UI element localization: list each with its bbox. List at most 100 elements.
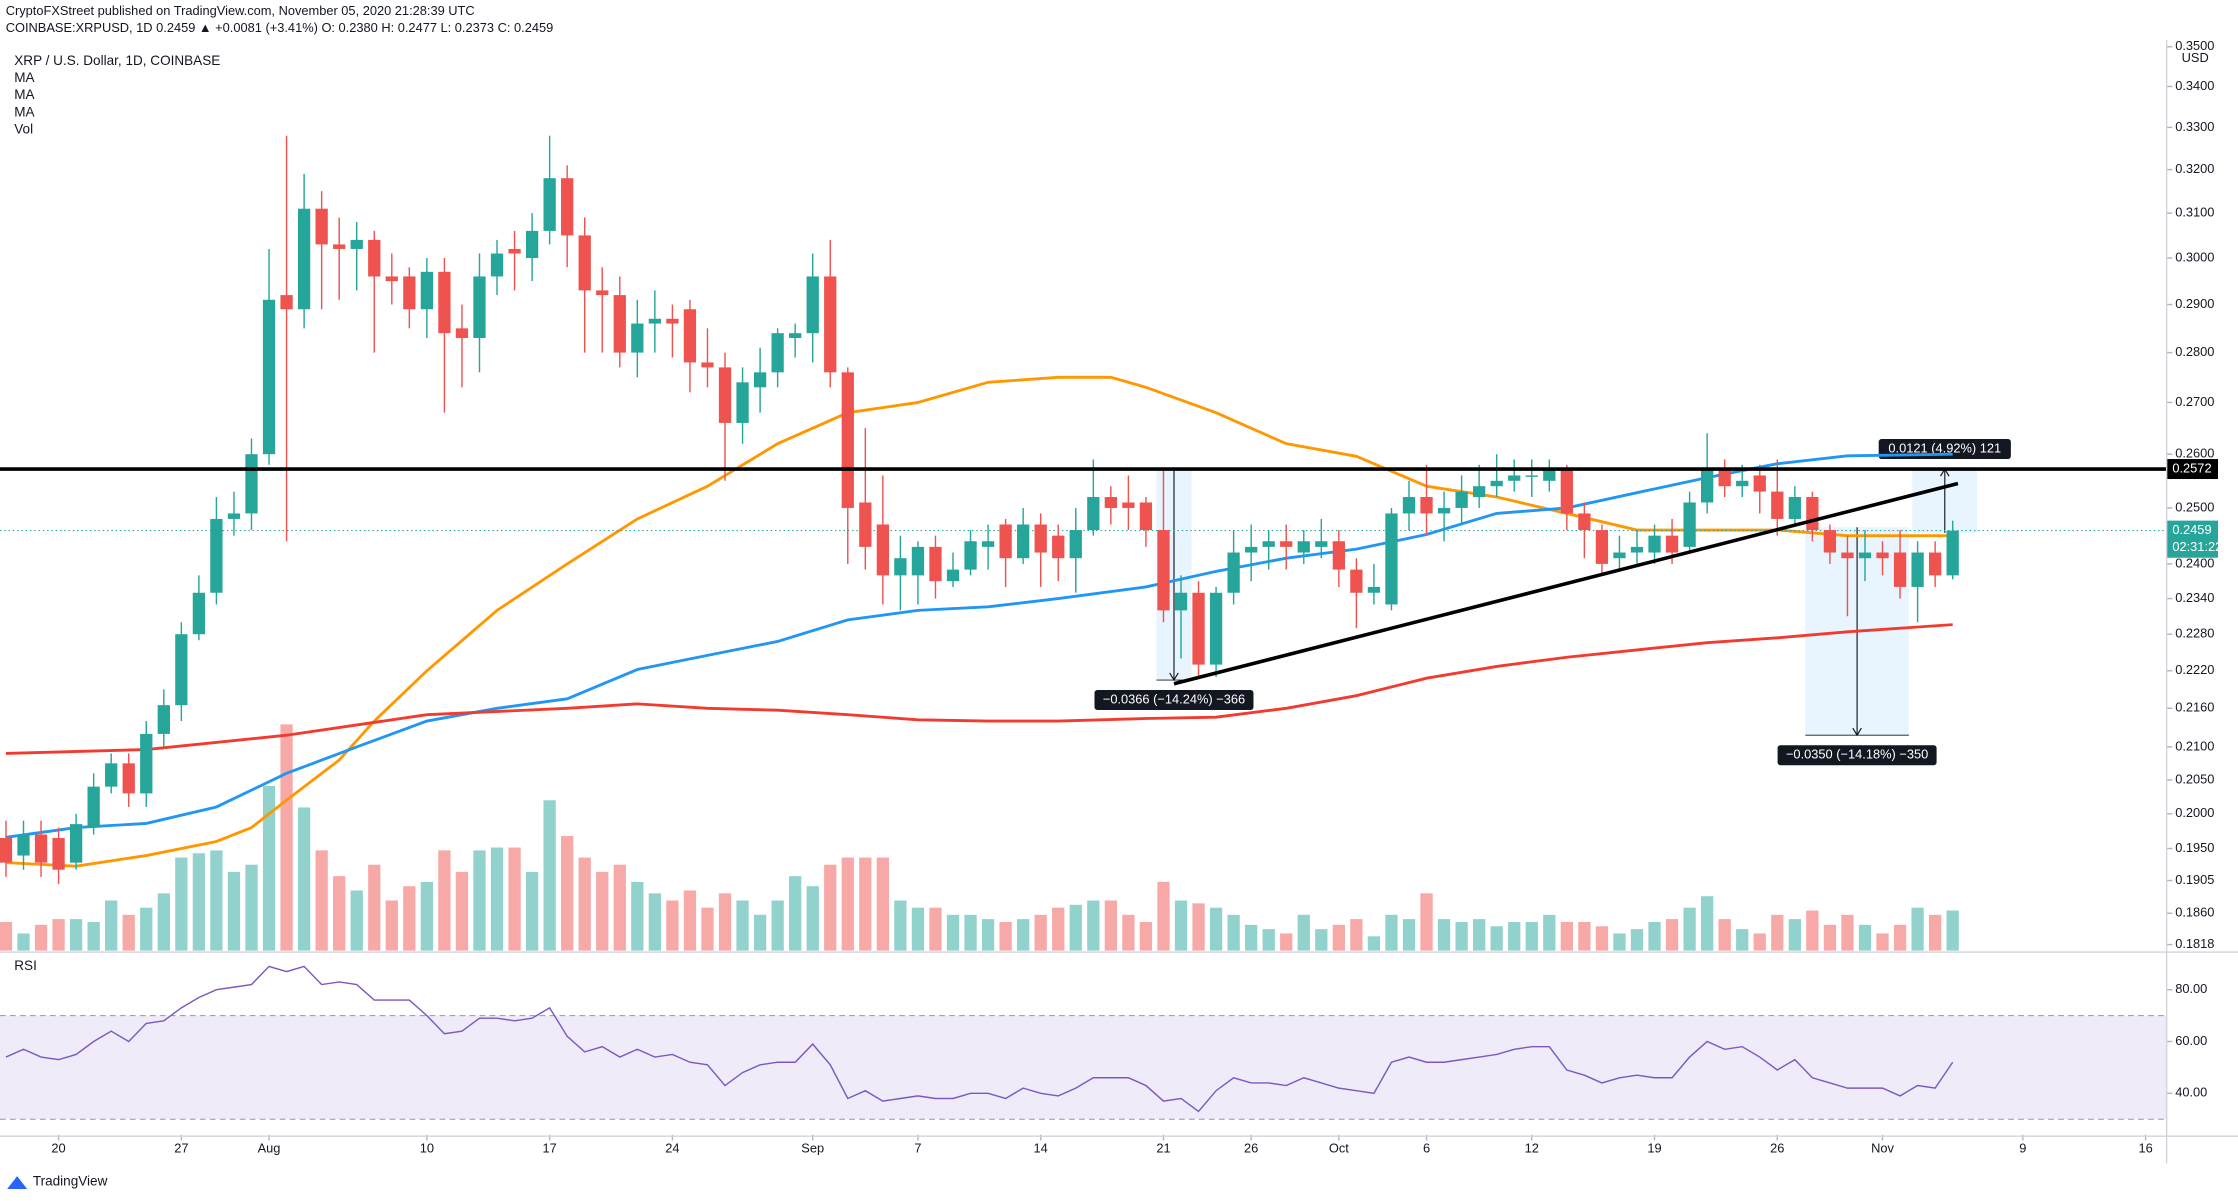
volume-bar [1701, 896, 1714, 951]
candle-body [245, 454, 258, 514]
volume-bar [52, 919, 65, 951]
volume-bar [403, 886, 416, 951]
volume-bar [1946, 910, 1959, 951]
volume-bar [297, 807, 311, 951]
volume-bar [1683, 907, 1696, 951]
volume-bar [824, 864, 837, 951]
candle-body [683, 309, 697, 363]
volume-bar [1297, 914, 1310, 951]
candle-body [0, 837, 13, 863]
volume-bar [1437, 919, 1451, 951]
candle-body [1560, 470, 1573, 514]
volume-bar [473, 850, 486, 951]
volume-bar [999, 921, 1012, 951]
candle-body [1034, 524, 1047, 553]
volume-bar [1771, 914, 1784, 951]
candle-body [122, 763, 135, 794]
volume-bar [1087, 900, 1100, 951]
volume-bar [87, 921, 100, 951]
candle-body [911, 546, 925, 576]
volume-bar [683, 890, 697, 951]
volume-bar [911, 907, 925, 951]
candle-body [473, 276, 486, 339]
x-tick-label: 26 [1244, 1140, 1258, 1155]
x-tick-label: 7 [914, 1140, 921, 1155]
volume-bar [262, 785, 276, 951]
candle-body [1525, 475, 1538, 477]
volume-bar [1052, 907, 1065, 951]
volume-bar [1455, 921, 1468, 951]
y-tick-label: 0.2340 [2175, 590, 2214, 605]
candle-body [824, 276, 837, 373]
measure-label: −0.0350 (−14.18%) −350 [1786, 747, 1928, 762]
candle-body [631, 323, 644, 353]
volume-bar [1385, 914, 1398, 951]
candle-body [1736, 480, 1749, 487]
x-tick-label: 16 [2138, 1140, 2152, 1155]
candle-body [771, 333, 784, 373]
volume-bar [1613, 933, 1626, 951]
y-tick-label: 0.3200 [2175, 161, 2214, 176]
volume-bar [1174, 900, 1188, 951]
candle-body [1157, 530, 1170, 611]
y-tick-label: 0.2100 [2175, 738, 2214, 753]
volume-bar [1139, 921, 1153, 951]
indicator-legend: MA [14, 87, 35, 102]
last-price-label: 0.2459 [2172, 522, 2211, 537]
plot-area: 0.1818 0.1860 0.1905 0.1950 0.2000 0.2050 0.21… [0, 38, 2222, 1155]
volume-bar [1876, 933, 1889, 951]
candle-body [789, 333, 802, 339]
volume-bar [17, 933, 30, 951]
volume-bar [1227, 914, 1240, 951]
volume-bar [1034, 914, 1047, 951]
volume-bar [140, 907, 153, 951]
volume-bar [1420, 893, 1433, 951]
candle-body [666, 318, 679, 324]
volume-bar [1665, 919, 1679, 951]
volume-bar [929, 907, 942, 951]
x-tick-label: 17 [542, 1140, 556, 1155]
candle-body [1209, 592, 1223, 665]
volume-bar [315, 850, 328, 951]
volume-bar [1280, 933, 1293, 951]
candle-body [1280, 541, 1293, 547]
measure-label-bg [1094, 690, 1254, 711]
volume-bar [1911, 907, 1924, 951]
candle-body [403, 276, 416, 310]
candle-body [1017, 524, 1030, 559]
candle-body [1876, 552, 1889, 559]
volume-bar [1104, 900, 1117, 951]
candle-body [894, 558, 907, 576]
volume-bar [1490, 926, 1503, 951]
candle-body [1473, 486, 1486, 498]
y-tick-label: 0.1950 [2175, 840, 2214, 855]
candle-body [1297, 541, 1310, 553]
candle-body [736, 382, 749, 423]
candle-body [1262, 541, 1275, 547]
candle-body [964, 541, 977, 570]
candle-body [701, 362, 714, 368]
candle-body [157, 705, 170, 734]
candle-body [1315, 541, 1328, 547]
candle-body [1595, 530, 1609, 564]
candle-body [1350, 569, 1363, 593]
candle-body [929, 546, 942, 582]
volume-bar [1262, 929, 1275, 951]
volume-bar [946, 914, 960, 951]
candle-body [315, 208, 328, 245]
candle-body [543, 178, 556, 231]
volume-bar [1578, 921, 1591, 951]
trendline [1173, 481, 1959, 686]
candle-body [1437, 507, 1451, 514]
volume-bar [1630, 929, 1644, 951]
volume-bar [1315, 929, 1328, 951]
volume-bar [210, 850, 223, 951]
volume-bar [718, 893, 732, 951]
candle-body [1490, 480, 1503, 487]
volume-bar [34, 924, 48, 951]
volume-bar [613, 864, 626, 951]
candle-body [1648, 535, 1661, 553]
candle-body [420, 271, 434, 310]
candle-body [280, 295, 293, 310]
